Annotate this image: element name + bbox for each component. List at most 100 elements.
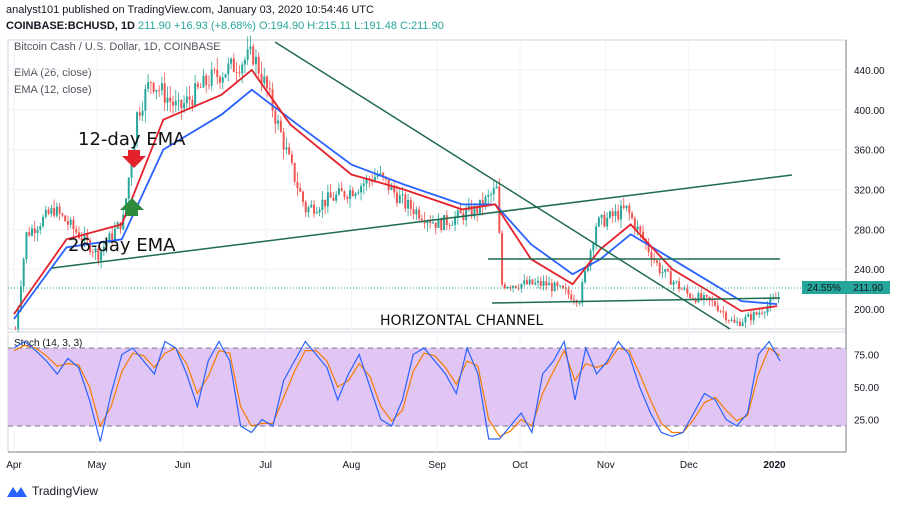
- time-tick-label: Aug: [342, 460, 360, 471]
- candle-body: [202, 75, 205, 88]
- trendline: [274, 41, 731, 330]
- candle-body: [147, 82, 150, 89]
- candle-body: [174, 100, 177, 106]
- candle-body: [711, 300, 714, 302]
- candle-body: [89, 239, 92, 253]
- trendline: [491, 297, 781, 304]
- candle-body: [91, 252, 94, 253]
- candle-body: [564, 288, 567, 290]
- down-arrow-icon: [122, 150, 146, 168]
- candle-body: [766, 305, 769, 313]
- candle-body: [528, 279, 531, 285]
- price-tick-label: 400.00: [854, 106, 885, 117]
- candle-body: [205, 75, 208, 85]
- change-percent-tag: 24.55%: [807, 283, 841, 294]
- candle-body: [130, 161, 133, 178]
- candle-body: [556, 282, 559, 287]
- price-tick-label: 320.00: [854, 185, 885, 196]
- candle-body: [119, 222, 122, 230]
- ohlc-values: O:194.90 H:215.11 L:191.48 C:211.90: [258, 20, 444, 32]
- candle-body: [243, 59, 246, 65]
- annotation-12-day-ema: 12-day EMA: [78, 129, 186, 150]
- candle-body: [53, 207, 56, 216]
- candle-body: [28, 232, 31, 236]
- candle-body: [512, 285, 515, 288]
- candle-body: [675, 281, 678, 283]
- candle-body: [492, 188, 495, 195]
- candle-body: [158, 89, 161, 91]
- candle-body: [177, 99, 180, 101]
- candle-body: [420, 218, 423, 221]
- candle-body: [393, 185, 396, 193]
- candle-body: [274, 110, 277, 124]
- candle-body: [722, 311, 725, 313]
- brand-label: TradingView: [32, 484, 99, 498]
- candle-body: [484, 196, 487, 207]
- candle-body: [603, 214, 606, 227]
- candle-body: [285, 147, 288, 150]
- candle-body: [426, 221, 429, 224]
- candle-body: [61, 213, 64, 216]
- price-tick-label: 440.00: [854, 66, 885, 77]
- candle-body: [111, 233, 114, 240]
- candle-body: [434, 222, 437, 228]
- candle-body: [329, 192, 332, 198]
- candle-body: [655, 260, 658, 263]
- candle-body: [553, 282, 556, 292]
- candle-body: [22, 259, 25, 287]
- candle-body: [437, 219, 440, 228]
- candle-body: [581, 282, 584, 304]
- candle-body: [608, 211, 611, 218]
- candle-body: [188, 96, 191, 101]
- candle-body: [412, 209, 415, 215]
- candle-body: [741, 322, 744, 326]
- candle-body: [669, 271, 672, 285]
- candle-body: [321, 199, 324, 210]
- candle-body: [559, 285, 562, 287]
- candle-body: [448, 225, 451, 226]
- candle-body: [747, 314, 750, 317]
- candle-body: [620, 205, 622, 220]
- candle-body: [232, 58, 235, 72]
- candle-body: [155, 89, 158, 92]
- candle-body: [196, 83, 199, 88]
- candle-body: [431, 222, 434, 224]
- trendlines: [51, 41, 793, 330]
- candle-body: [318, 209, 321, 213]
- candle-body: [697, 293, 700, 303]
- candle-body: [213, 69, 216, 71]
- candle-body: [42, 216, 45, 227]
- candle-body: [108, 233, 111, 244]
- candle-body: [592, 243, 595, 251]
- candle-body: [304, 202, 307, 213]
- candle-body: [14, 329, 17, 330]
- candle-body: [55, 206, 58, 216]
- candle-body: [183, 103, 186, 109]
- candle-body: [307, 207, 310, 213]
- time-tick-label: Apr: [6, 460, 22, 471]
- candle-body: [755, 312, 758, 315]
- symbol-label: COINBASE:BCHUSD, 1D: [6, 20, 135, 32]
- stoch-band-fill: [8, 348, 846, 426]
- candle-body: [279, 120, 282, 133]
- candle-body: [227, 63, 230, 75]
- candle-body: [678, 281, 681, 289]
- time-tick-label: 2020: [763, 460, 786, 471]
- candle-body: [738, 321, 741, 326]
- candle-body: [642, 231, 645, 240]
- candle-body: [66, 221, 69, 225]
- candle-body: [401, 194, 404, 196]
- candle-body: [326, 192, 329, 207]
- candle-body: [379, 172, 382, 175]
- candle-body: [636, 226, 639, 230]
- candle-body: [639, 226, 642, 232]
- candle-body: [340, 188, 343, 192]
- annotation-26-day-ema: 26-day EMA: [68, 235, 176, 256]
- candle-body: [622, 205, 625, 209]
- stoch-tick-label: 50.00: [854, 383, 879, 394]
- candle-body: [398, 195, 401, 204]
- candle-body: [584, 271, 587, 283]
- candle-body: [700, 293, 703, 300]
- candle-body: [550, 283, 553, 292]
